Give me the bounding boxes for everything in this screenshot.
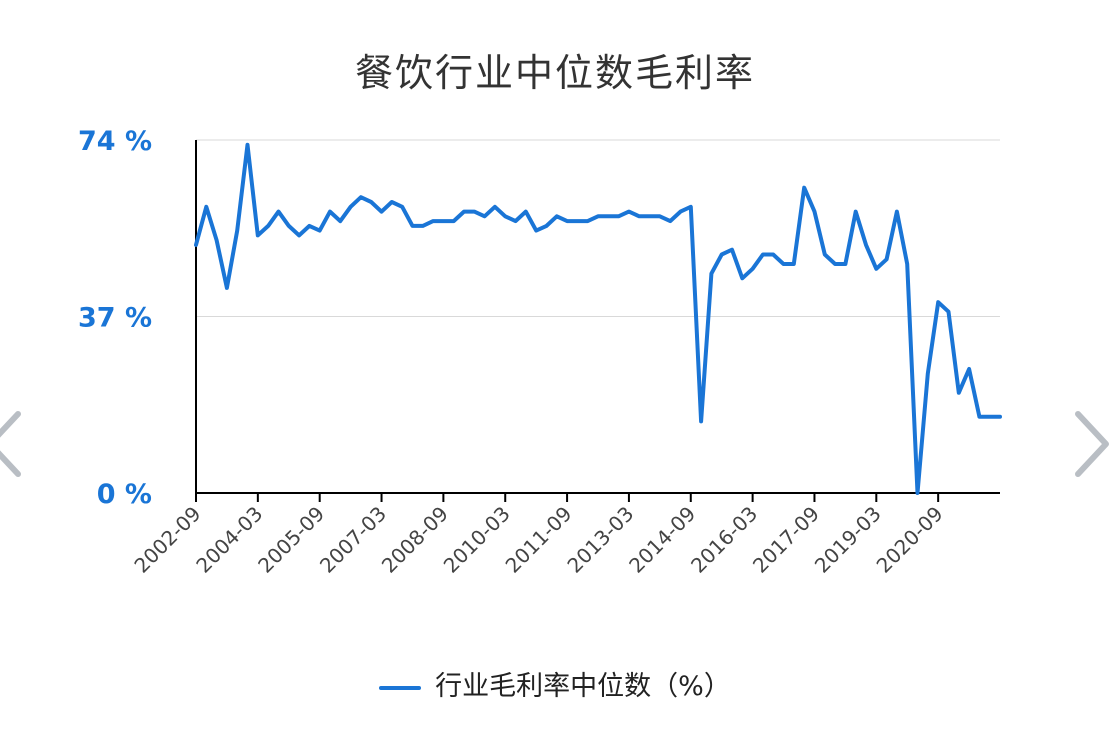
axes [195,140,1000,494]
chevron-left-icon[interactable] [0,408,28,480]
x-tick-label: 2010-03 [439,502,515,578]
y-axis-ticks: 0 % 37 % 74 % [78,126,152,510]
x-tick-label: 2020-09 [872,502,948,578]
chart-title: 餐饮行业中位数毛利率 [354,51,755,95]
x-tick-label: 2016-03 [686,502,762,578]
x-tick-label: 2017-09 [748,502,824,578]
x-tick-label: 2013-03 [562,502,638,578]
gridlines [196,139,1000,317]
x-tick-label: 2005-09 [253,502,329,578]
y-tick-label: 37 % [78,303,152,334]
series-line [194,142,1002,495]
x-tick-label: 2019-03 [810,502,886,578]
legend: 行业毛利率中位数（%） [0,664,1110,703]
x-tick-label: 2014-09 [624,502,700,578]
y-tick-label: 74 % [78,126,152,157]
legend-swatch [379,685,422,690]
x-tick-label: 2002-09 [129,502,205,578]
x-axis-ticks: 2002-092004-032005-092007-032008-092010-… [129,493,948,578]
x-tick-label: 2011-09 [501,502,577,578]
y-tick-label: 0 % [97,479,152,510]
legend-label: 行业毛利率中位数（%） [435,671,731,702]
x-tick-label: 2007-03 [315,502,391,578]
chevron-right-icon[interactable] [1068,408,1110,480]
x-tick-label: 2008-09 [377,502,453,578]
series-layer [194,142,1002,495]
x-tick-label: 2004-03 [191,502,267,578]
